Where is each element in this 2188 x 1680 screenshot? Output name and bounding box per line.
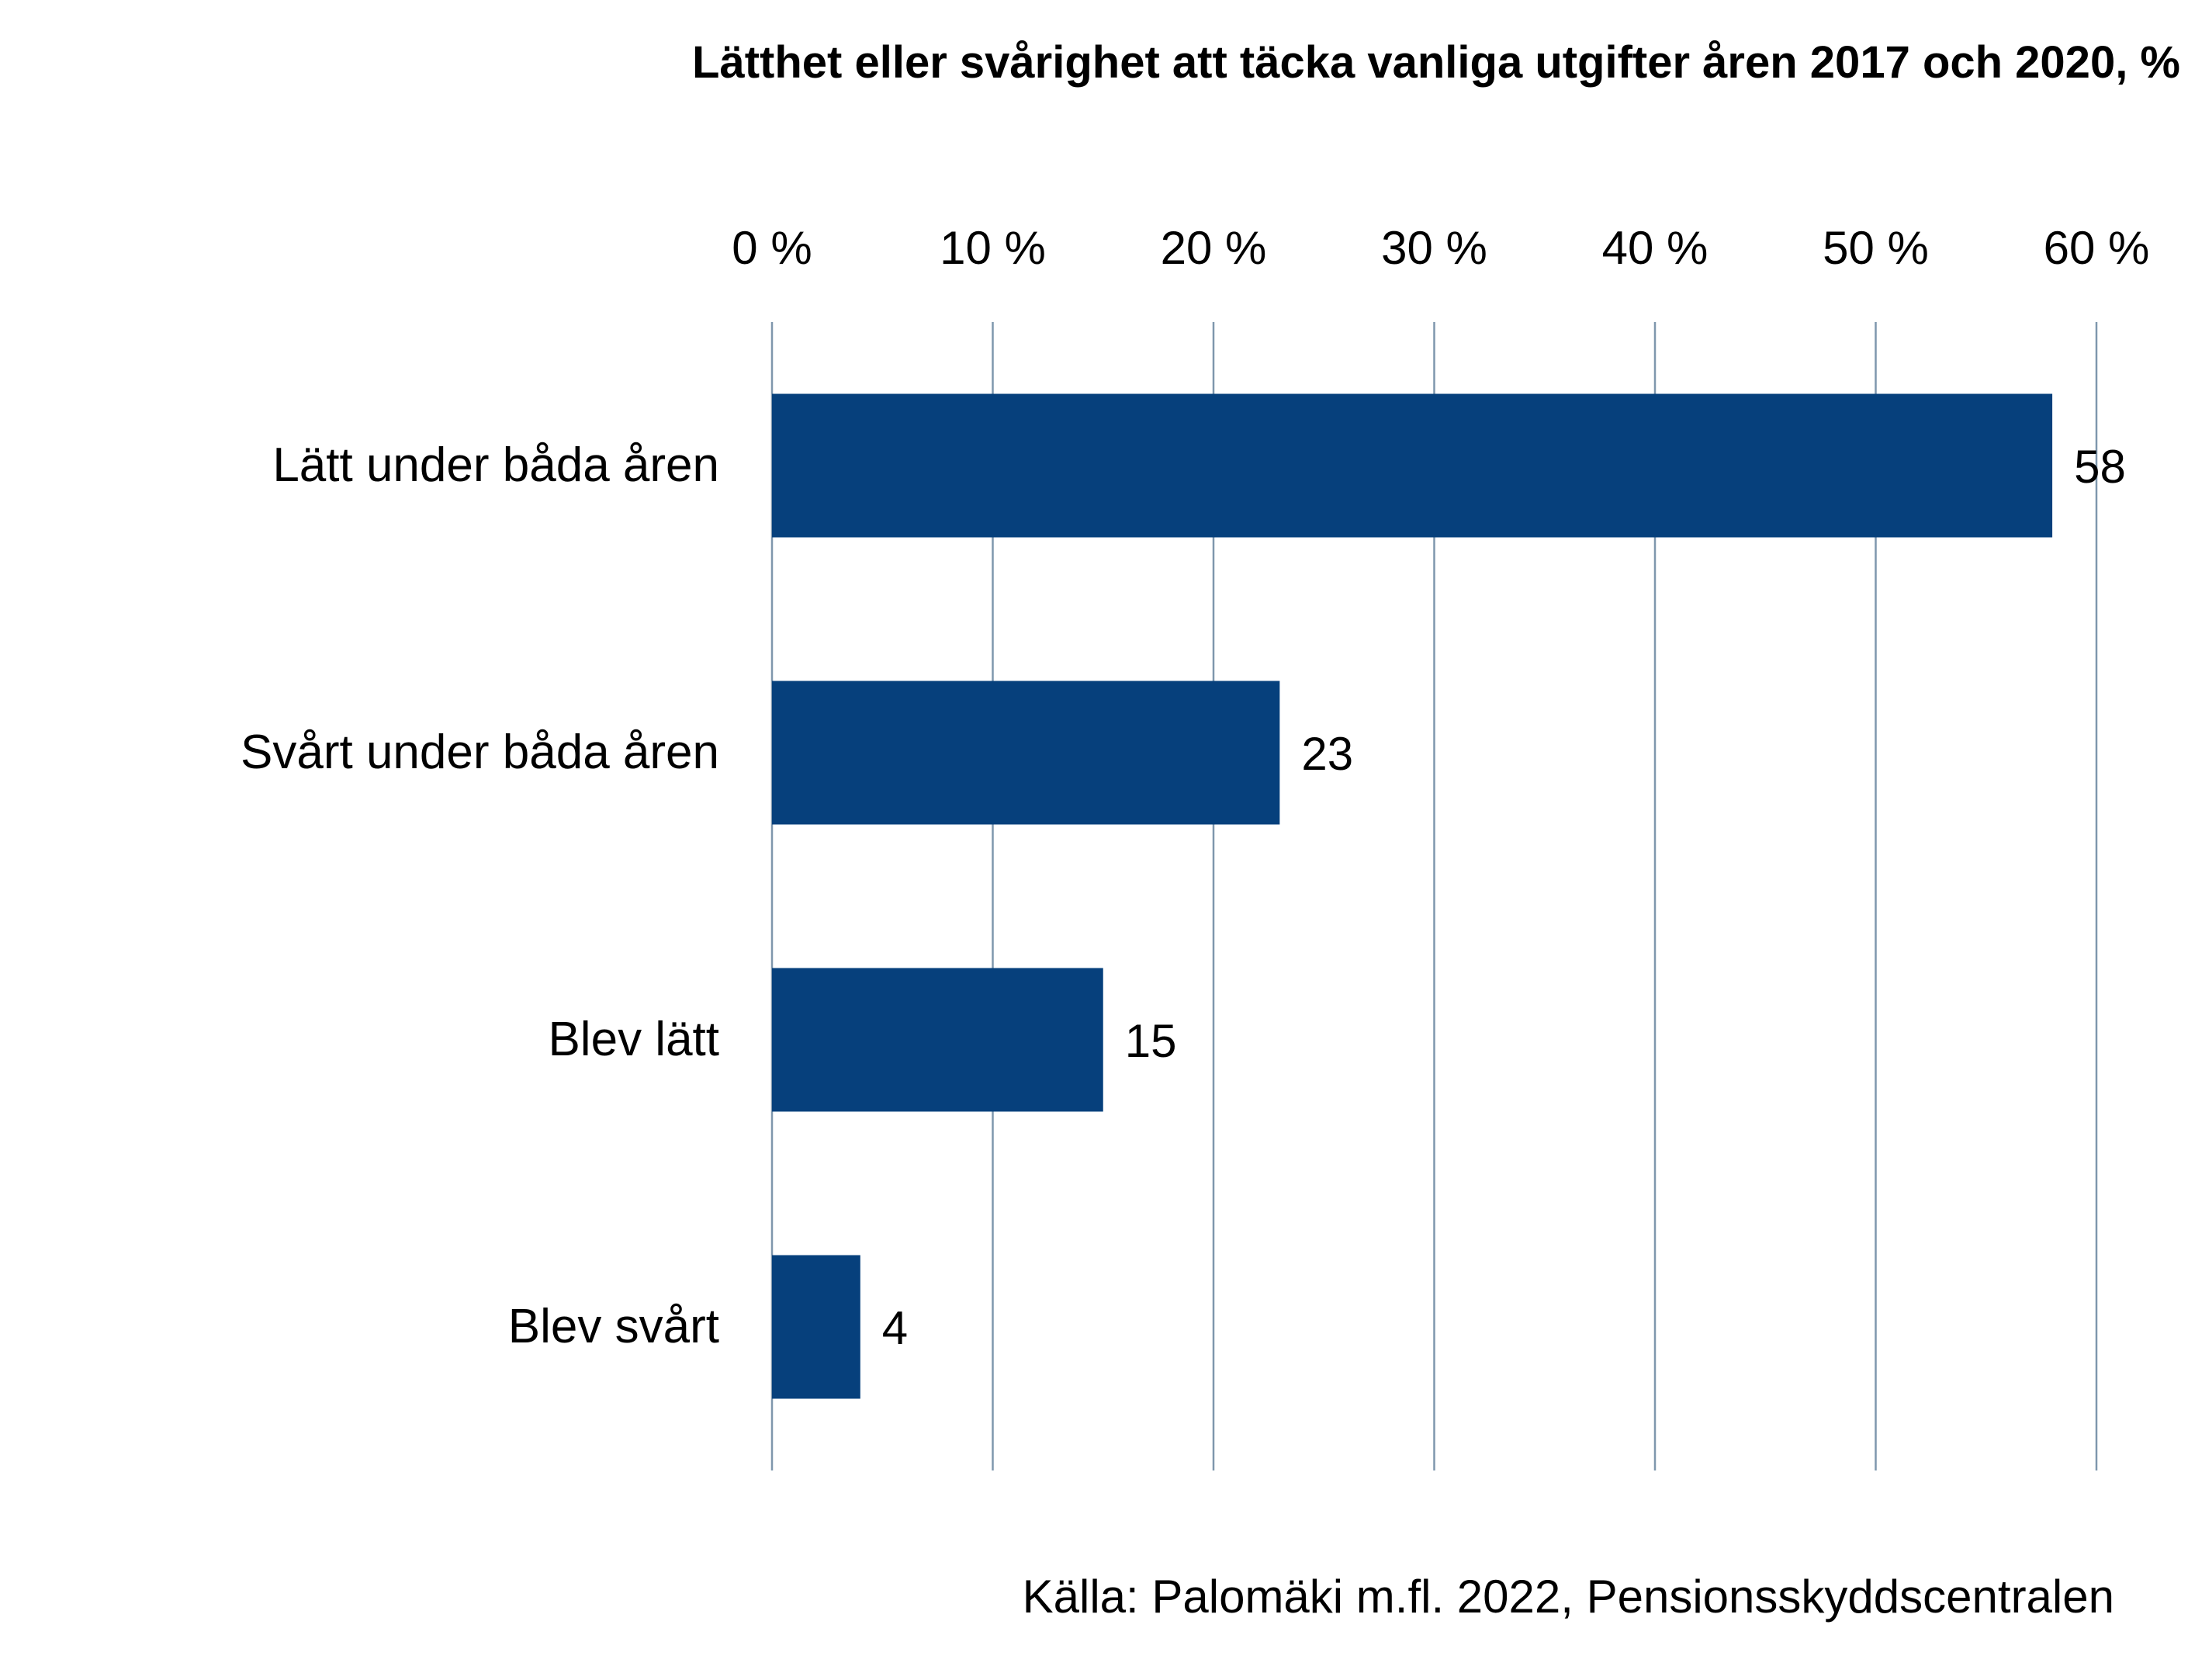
- category-label: Svårt under båda åren: [241, 726, 719, 779]
- category-label: Blev svårt: [508, 1300, 719, 1353]
- category-label: Lätt under båda åren: [272, 438, 719, 492]
- category-label: Blev lätt: [548, 1013, 719, 1066]
- x-tick-label: 40 %: [1602, 222, 1709, 274]
- data-label: 23: [1301, 728, 1353, 780]
- x-tick-label: 0 %: [732, 222, 812, 274]
- bar: [772, 1255, 860, 1399]
- bar: [772, 393, 2053, 538]
- chart-title: Lätthet eller svårighet att täcka vanlig…: [692, 37, 2180, 88]
- data-label: 15: [1125, 1015, 1177, 1067]
- source-note: Källa: Palomäki m.fl. 2022, Pensionsskyd…: [1023, 1571, 2114, 1623]
- x-tick-label: 60 %: [2044, 222, 2150, 274]
- category-labels: Lätt under båda åren Svårt under båda åre…: [241, 438, 719, 1353]
- x-tick-label: 30 %: [1381, 222, 1487, 274]
- bar: [772, 968, 1103, 1112]
- x-tick-label: 20 %: [1161, 222, 1267, 274]
- x-tick-label: 50 %: [1823, 222, 1929, 274]
- x-axis-ticks: 0 % 10 % 20 % 30 % 40 % 50 % 60 %: [732, 222, 2149, 274]
- data-label: 58: [2074, 441, 2126, 493]
- bar: [772, 681, 1280, 825]
- data-labels: 58 23 15 4: [882, 441, 2126, 1354]
- bars: [772, 393, 2053, 1399]
- data-label: 4: [882, 1302, 908, 1354]
- x-tick-label: 10 %: [940, 222, 1046, 274]
